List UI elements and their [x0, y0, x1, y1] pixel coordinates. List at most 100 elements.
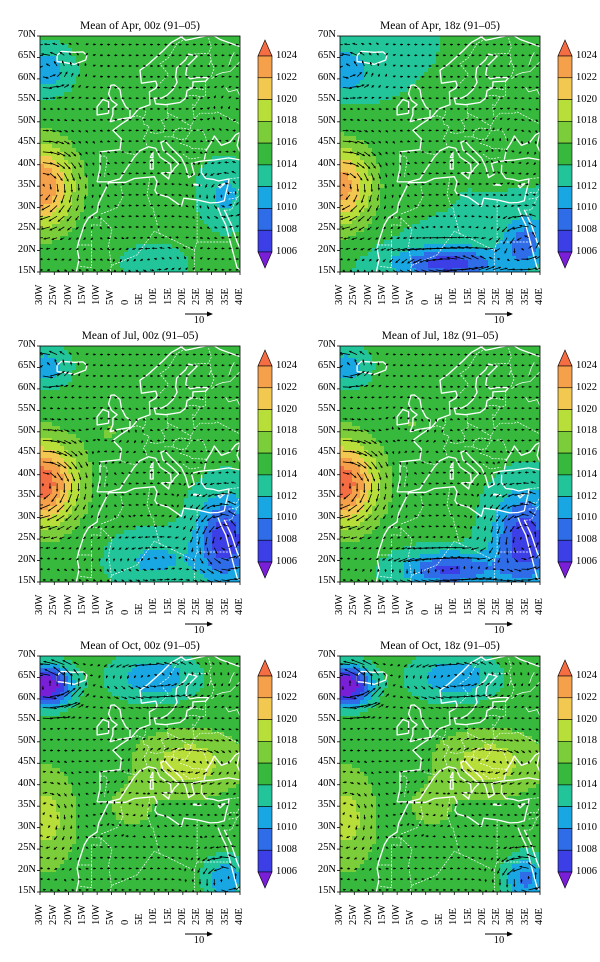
latitude-label: 15N [317, 265, 336, 276]
panel-title: Mean of Oct, 18z (91–05) [380, 640, 500, 652]
latitude-label: 25N [317, 532, 336, 544]
longitude-label: 15E [462, 908, 474, 925]
latitude-label: 70N [317, 339, 336, 350]
latitude-label: 65N [317, 670, 336, 682]
colorbar-level-label: 1016 [276, 137, 297, 149]
colorbar-level-label: 1008 [576, 534, 597, 546]
latitude-label: 40N [17, 467, 36, 479]
latitude-label: 35N [317, 489, 336, 501]
latitude-label: 70N [317, 29, 336, 40]
colorbar-level-label: 1010 [276, 512, 297, 524]
colorbar-level-label: 1012 [276, 800, 297, 812]
colorbar-level-label: 1010 [576, 512, 597, 524]
latitude-label: 65N [317, 360, 336, 372]
longitude-label: 30E [505, 598, 517, 615]
colorbar-level-label: 1008 [576, 224, 597, 236]
colorbar-level-label: 1008 [576, 844, 597, 856]
wind-vectors [40, 42, 240, 272]
longitude-label: 5W [405, 599, 417, 615]
longitude-label: 15E [462, 598, 474, 615]
colorbar [557, 349, 573, 579]
coastlines [56, 36, 240, 272]
colorbar [257, 39, 273, 269]
colorbar-level-label: 1018 [276, 735, 297, 747]
longitude-label: 0 [119, 609, 131, 615]
reference-vector-arrow [185, 931, 213, 937]
colorbar-level-label: 1020 [276, 93, 297, 105]
wind-vectors [340, 659, 540, 892]
colorbar-level-label: 1010 [276, 202, 297, 214]
pressure-wind-map [37, 345, 273, 627]
latitude-label: 40N [317, 777, 336, 789]
longitude-label: 40E [234, 598, 245, 615]
longitude-label: 5E [434, 913, 445, 925]
longitude-label: 20W [62, 594, 74, 615]
latitude-label: 60N [317, 691, 336, 703]
colorbar-level-label: 1012 [576, 800, 597, 812]
colorbar-level-label: 1018 [276, 425, 297, 437]
latitude-label: 30N [317, 200, 336, 212]
latitude-label: 70N [17, 29, 36, 40]
longitude-label: 10W [391, 904, 403, 925]
latitude-label: 50N [17, 734, 36, 746]
longitude-label: 15W [76, 594, 88, 615]
longitude-label: 40E [534, 288, 545, 305]
longitude-label: 35E [219, 288, 231, 305]
latitude-label: 55N [317, 713, 336, 725]
latitude-label: 45N [17, 136, 36, 148]
latitude-label: 65N [317, 50, 336, 62]
longitude-label: 0 [419, 609, 431, 615]
latitude-label: 60N [17, 691, 36, 703]
longitude-label: 15W [376, 594, 388, 615]
latitude-label: 25N [17, 222, 36, 234]
latitude-label: 65N [17, 360, 36, 372]
colorbar-level-label: 1018 [576, 735, 597, 747]
longitude-label: 40E [534, 908, 545, 925]
longitude-label: 25E [191, 908, 203, 925]
longitude-label: 30E [205, 908, 217, 925]
longitude-label: 20E [176, 288, 188, 305]
longitude-label: 30E [205, 598, 217, 615]
latitude-label: 25N [317, 842, 336, 854]
latitude-label: 20N [17, 863, 36, 875]
colorbar [557, 39, 573, 269]
pressure-wind-map [37, 655, 273, 937]
longitude-label: 15W [76, 284, 88, 305]
pressure-wind-map [37, 35, 273, 317]
colorbar-level-label: 1010 [276, 822, 297, 834]
latitude-label: 55N [17, 403, 36, 415]
longitude-label: 15W [376, 904, 388, 925]
longitude-label: 25W [348, 904, 360, 925]
colorbar-level-label: 1022 [276, 71, 297, 83]
reference-vector-label: 10 [193, 625, 205, 636]
longitude-label: 5E [134, 913, 145, 925]
longitude-label: 30W [334, 904, 345, 925]
longitude-label: 10W [391, 594, 403, 615]
longitude-label: 30E [505, 288, 517, 305]
longitude-label: 35E [519, 598, 531, 615]
colorbar-level-label: 1016 [576, 447, 597, 459]
pressure-field [40, 656, 240, 892]
colorbar-level-label: 1014 [576, 778, 597, 790]
longitude-label: 20E [476, 598, 488, 615]
longitude-label: 5E [434, 603, 445, 615]
latitude-label: 55N [317, 403, 336, 415]
latitude-label: 45N [317, 446, 336, 458]
colorbar-level-label: 1024 [576, 50, 597, 61]
longitude-label: 25W [348, 284, 360, 305]
longitude-label: 35E [519, 908, 531, 925]
colorbar-level-label: 1006 [276, 556, 297, 567]
latitude-label: 55N [17, 93, 36, 105]
reference-vector-label: 10 [193, 315, 205, 326]
panel-title: Mean of Jul, 00z (91–05) [81, 330, 199, 342]
colorbar-level-label: 1022 [576, 691, 597, 703]
longitude-label: 25W [48, 904, 60, 925]
latitude-label: 20N [317, 553, 336, 565]
pressure-wind-map [337, 35, 573, 317]
colorbar-level-label: 1018 [576, 115, 597, 127]
colorbar-level-label: 1016 [576, 757, 597, 769]
latitude-label: 15N [17, 265, 36, 276]
longitude-label: 25W [348, 594, 360, 615]
latitude-label: 35N [17, 179, 36, 191]
latitude-label: 65N [17, 50, 36, 62]
